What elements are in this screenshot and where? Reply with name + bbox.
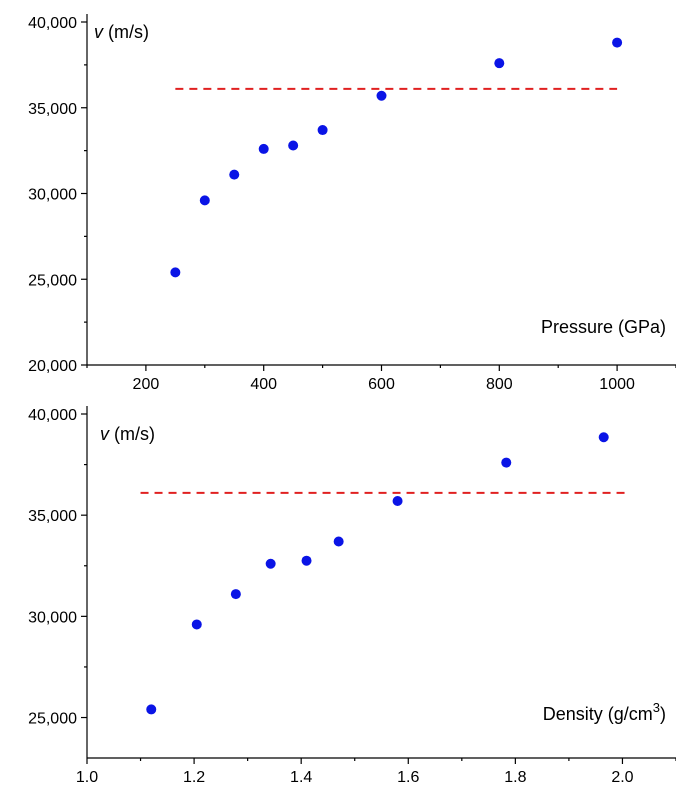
data-point	[191, 619, 202, 630]
x-tick-label: 1.4	[290, 769, 312, 786]
x-axis-label: Density (g/cm3)	[543, 700, 666, 724]
y-axis-label: v (m/s)	[100, 424, 155, 444]
x-tick-label: 1.8	[504, 769, 526, 786]
x-axis-label: Pressure (GPa)	[541, 317, 666, 337]
x-tick-label: 400	[250, 376, 277, 393]
data-point	[317, 125, 328, 136]
x-tick-label: 2.0	[611, 769, 633, 786]
data-point	[229, 169, 240, 180]
data-point	[612, 37, 623, 48]
x-axis-label-sup: 3	[653, 700, 660, 715]
data-point	[146, 704, 157, 715]
pressure-velocity-chart: 20,000 25,000 30,000 35,000 40,000 200 400 600 8…	[28, 14, 676, 393]
x-tick-label: 1.2	[183, 769, 205, 786]
data-point	[333, 536, 344, 547]
y-tick-label: 40,000	[28, 407, 77, 424]
y-tick-label: 35,000	[28, 101, 77, 118]
x-tick-label: 800	[486, 376, 513, 393]
x-tick-label: 1.6	[397, 769, 419, 786]
y-axis-label-unit: (m/s)	[103, 22, 149, 42]
data-point	[230, 589, 241, 600]
y-tick-label: 40,000	[28, 15, 77, 32]
y-tick-label: 30,000	[28, 609, 77, 626]
data-point	[265, 558, 276, 569]
y-axis-label-unit: (m/s)	[109, 424, 155, 444]
density-velocity-chart: 25,000 30,000 35,000 40,000 1.0 1.2 1.4 1.6 1.8 2…	[28, 406, 676, 786]
data-point	[288, 140, 299, 151]
y-tick-label: 30,000	[28, 187, 77, 204]
data-point	[598, 432, 609, 443]
y-tick-label: 20,000	[28, 358, 77, 375]
data-point	[392, 496, 403, 507]
y-axis-label-var: v	[94, 22, 104, 42]
data-point	[301, 555, 312, 566]
x-axis-label-main: Density (g/cm	[543, 704, 653, 724]
y-axis-label: v (m/s)	[94, 22, 149, 42]
x-tick-label: 1000	[599, 376, 635, 393]
data-point	[199, 195, 210, 206]
x-tick-label: 200	[133, 376, 160, 393]
data-point	[170, 267, 181, 278]
x-tick-label: 1.0	[76, 769, 98, 786]
data-point	[376, 90, 387, 101]
data-point	[494, 58, 505, 69]
x-tick-label: 600	[368, 376, 395, 393]
y-tick-label: 25,000	[28, 711, 77, 728]
y-tick-label: 35,000	[28, 508, 77, 525]
data-point	[258, 143, 269, 154]
data-point	[501, 457, 512, 468]
y-axis-label-var: v	[100, 424, 110, 444]
x-axis-label-end: )	[660, 704, 666, 724]
y-tick-label: 25,000	[28, 272, 77, 289]
